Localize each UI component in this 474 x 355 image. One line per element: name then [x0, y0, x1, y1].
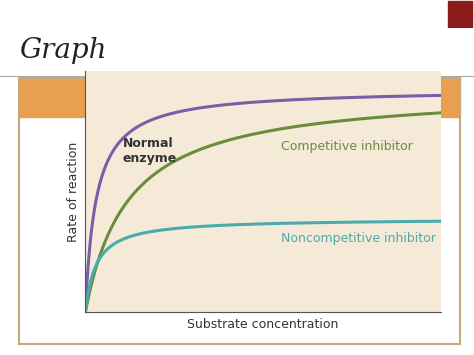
FancyBboxPatch shape	[448, 1, 472, 27]
Text: Competitive inhibitor: Competitive inhibitor	[281, 141, 412, 153]
Text: Graph: Graph	[19, 37, 107, 64]
Text: Noncompetitive inhibitor: Noncompetitive inhibitor	[281, 232, 436, 245]
X-axis label: Substrate concentration: Substrate concentration	[187, 318, 339, 331]
Y-axis label: Rate of reaction: Rate of reaction	[67, 142, 80, 242]
FancyBboxPatch shape	[19, 78, 460, 117]
Text: Enzyme Inhibition: Enzyme Inhibition	[163, 90, 316, 105]
Text: Normal
enzyme: Normal enzyme	[123, 137, 177, 165]
